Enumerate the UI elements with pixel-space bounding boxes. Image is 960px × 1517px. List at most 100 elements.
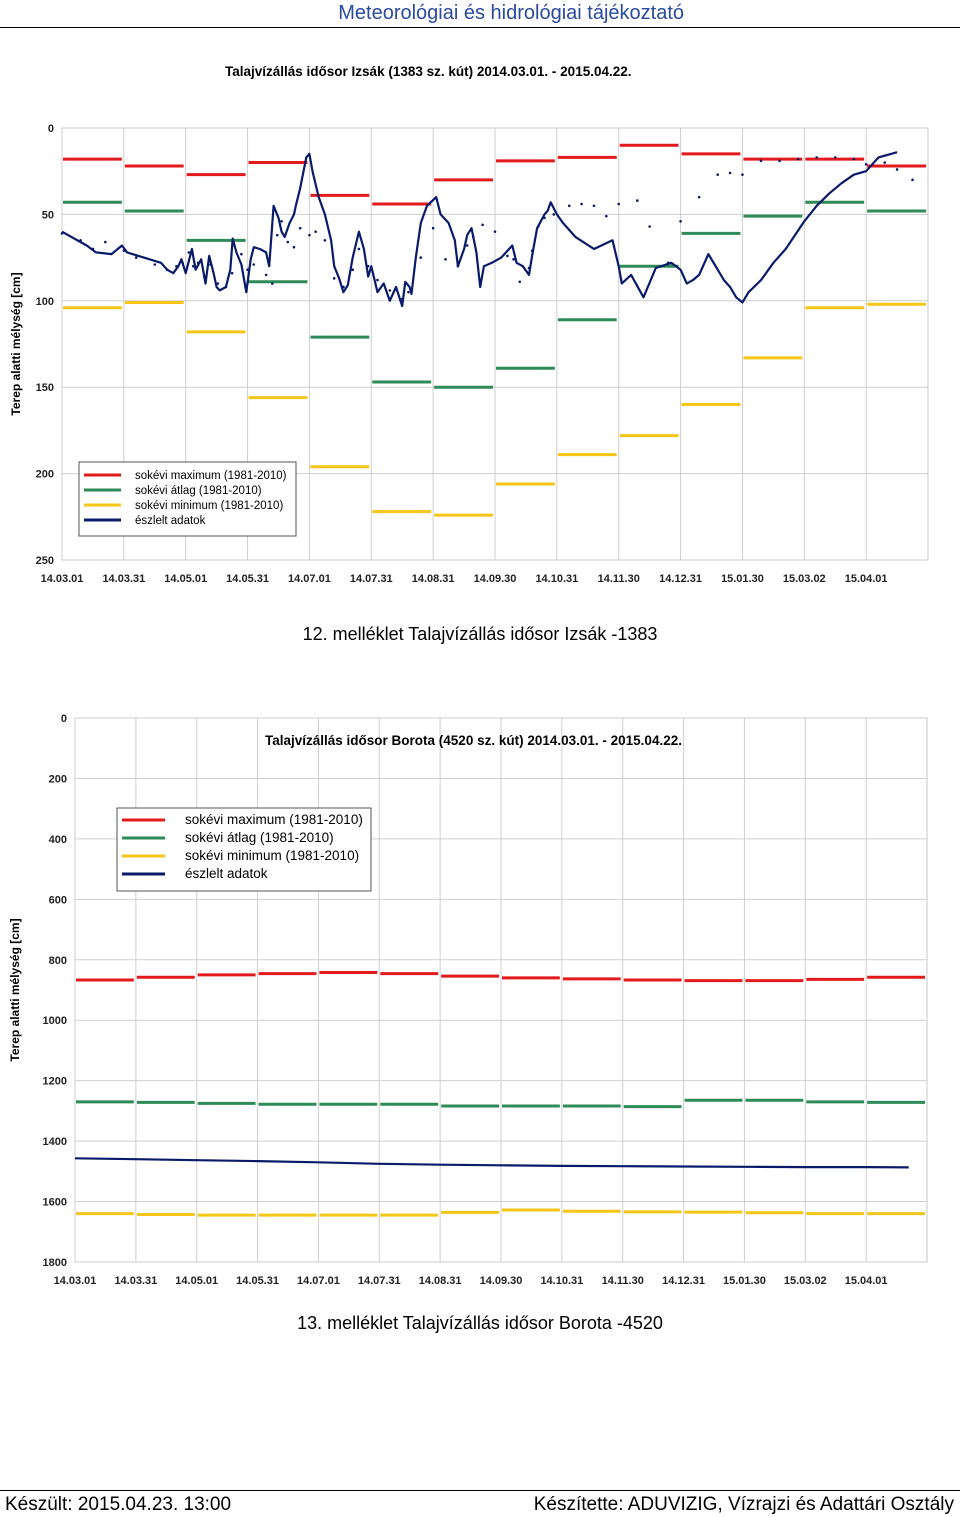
x-tick-label: 15.04.01: [845, 1275, 888, 1287]
observed-data-point: [419, 256, 423, 259]
x-tick-label: 15.01.30: [723, 1275, 766, 1287]
observed-data-point: [666, 261, 670, 265]
observed-data-point: [209, 263, 212, 266]
observed-data-point: [314, 230, 317, 233]
legend-label: sokévi maximum (1981-2010): [185, 812, 363, 827]
observed-data-point: [679, 220, 682, 223]
x-tick-label: 14.05.31: [226, 573, 269, 585]
observed-data-point: [741, 173, 744, 176]
x-tick-label: 14.07.31: [350, 573, 393, 585]
observed-data-point: [648, 225, 651, 228]
y-tick-label: 100: [36, 296, 54, 308]
observed-data-point: [122, 249, 126, 252]
y-tick-label: 0: [48, 123, 54, 135]
x-tick-label: 14.03.01: [41, 573, 84, 585]
x-tick-label: 14.03.31: [114, 1275, 157, 1287]
y-tick-label: 250: [36, 555, 54, 567]
x-tick-label: 15.04.01: [845, 573, 888, 585]
observed-series-line: [61, 151, 898, 308]
observed-data-point: [60, 232, 64, 235]
y-tick-label: 1600: [43, 1197, 67, 1209]
observed-data-point: [91, 247, 95, 251]
observed-data-point: [852, 157, 856, 161]
observed-data-point: [388, 289, 392, 292]
x-tick-label: 14.09.30: [480, 1275, 523, 1287]
y-tick-label: 1800: [43, 1257, 67, 1269]
observed-data-point: [778, 159, 781, 163]
observed-data-point: [323, 239, 327, 242]
observed-data-point: [759, 159, 763, 163]
y-tick-label: 200: [36, 469, 54, 481]
observed-data-point: [728, 171, 732, 175]
observed-data-point: [635, 199, 639, 202]
x-tick-label: 14.11.30: [598, 573, 640, 585]
legend-label: sokévi minimum (1981-2010): [135, 500, 283, 512]
legend-label: sokévi minimum (1981-2010): [185, 848, 359, 863]
observed-data-point: [175, 264, 178, 268]
observed-data-point: [716, 173, 719, 176]
x-tick-label: 14.05.01: [164, 573, 207, 585]
observed-data-point: [481, 223, 484, 227]
observed-data-point: [187, 251, 191, 254]
observed-data-point: [271, 282, 274, 285]
y-tick-label: 1400: [43, 1136, 67, 1148]
y-axis-label: Terep alatti mélység [cm]: [9, 272, 23, 415]
chart-borota: 0 200 400 600 800 1000 1200 1400 1600 1800 14.03.0…: [8, 713, 928, 1287]
x-tick-label: 14.05.01: [175, 1275, 218, 1287]
x-tick-label: 14.03.31: [102, 573, 145, 585]
x-tick-label: 14.07.01: [297, 1275, 340, 1287]
x-tick-label: 15.03.02: [783, 573, 826, 585]
observed-data-point: [252, 263, 256, 266]
observed-data-point: [292, 245, 296, 249]
observed-data-point: [493, 230, 497, 233]
observed-data-point: [357, 247, 361, 251]
observed-data-point: [472, 235, 475, 239]
observed-data-point: [400, 297, 404, 301]
page-header: Meteorológiai és hidrológiai tájékoztató: [0, 0, 960, 28]
y-tick-label: 0: [61, 713, 67, 725]
y-axis-label: Terep alatti mélység [cm]: [8, 918, 22, 1061]
observed-data-point: [527, 266, 531, 270]
observed-data-point: [230, 271, 234, 275]
x-tick-label: 14.12.31: [659, 573, 702, 585]
chart-title: Talajvízállás idősor Izsák (1383 sz. kút…: [225, 64, 632, 79]
observed-data-point: [191, 264, 195, 268]
x-tick-label: 14.10.31: [540, 1275, 583, 1287]
y-tick-label: 50: [42, 209, 54, 221]
chart-title: Talajvízállás idősor Borota (4520 sz. kú…: [265, 733, 682, 748]
observed-data-point: [833, 156, 837, 159]
observed-data-point: [196, 261, 200, 265]
observed-data-point: [552, 213, 556, 216]
observed-data-point: [512, 258, 515, 261]
observed-data-point: [181, 261, 184, 265]
x-tick-label: 14.11.30: [602, 1275, 644, 1287]
observed-data-point: [216, 282, 220, 285]
observed-data-point: [246, 268, 249, 271]
x-tick-label: 14.12.31: [662, 1275, 705, 1287]
observed-data-point: [165, 268, 169, 271]
y-tick-label: 200: [49, 773, 67, 785]
x-tick-label: 15.03.02: [784, 1275, 827, 1287]
footer-author: Készítette: ADUVIZIG, Vízrajzi és Adattá…: [533, 1494, 954, 1515]
observed-data-point: [298, 226, 302, 230]
x-tick-label: 14.07.01: [288, 573, 331, 585]
observed-data-point: [280, 220, 283, 223]
observed-data-point: [456, 264, 460, 268]
caption-borota: 13. melléklet Talajvízállás idősor Borot…: [297, 1313, 663, 1333]
observed-data-point: [286, 240, 290, 244]
page-footer: Készült: 2015.04.23. 13:00 Készítette: A…: [0, 1490, 960, 1517]
observed-data-point: [202, 275, 206, 278]
x-tick-label: 14.08.31: [419, 1275, 462, 1287]
observed-data-point: [104, 240, 107, 244]
observed-data-point: [537, 225, 540, 228]
observed-series-line: [74, 1157, 909, 1169]
legend-label: észlelt adatok: [185, 866, 268, 881]
observed-data-point: [506, 254, 509, 258]
x-tick-label: 14.03.01: [54, 1275, 97, 1287]
y-tick-label: 600: [49, 894, 67, 906]
legend-label: sokévi maximum (1981-2010): [135, 470, 287, 482]
legend-label: észlelt adatok: [135, 515, 206, 527]
legend-box: [116, 807, 372, 892]
chart-izsak: 0 50 100 150 200 250 14.03.01 14.03.31 14.05.01 1…: [9, 64, 929, 585]
observed-data-point: [895, 168, 899, 171]
